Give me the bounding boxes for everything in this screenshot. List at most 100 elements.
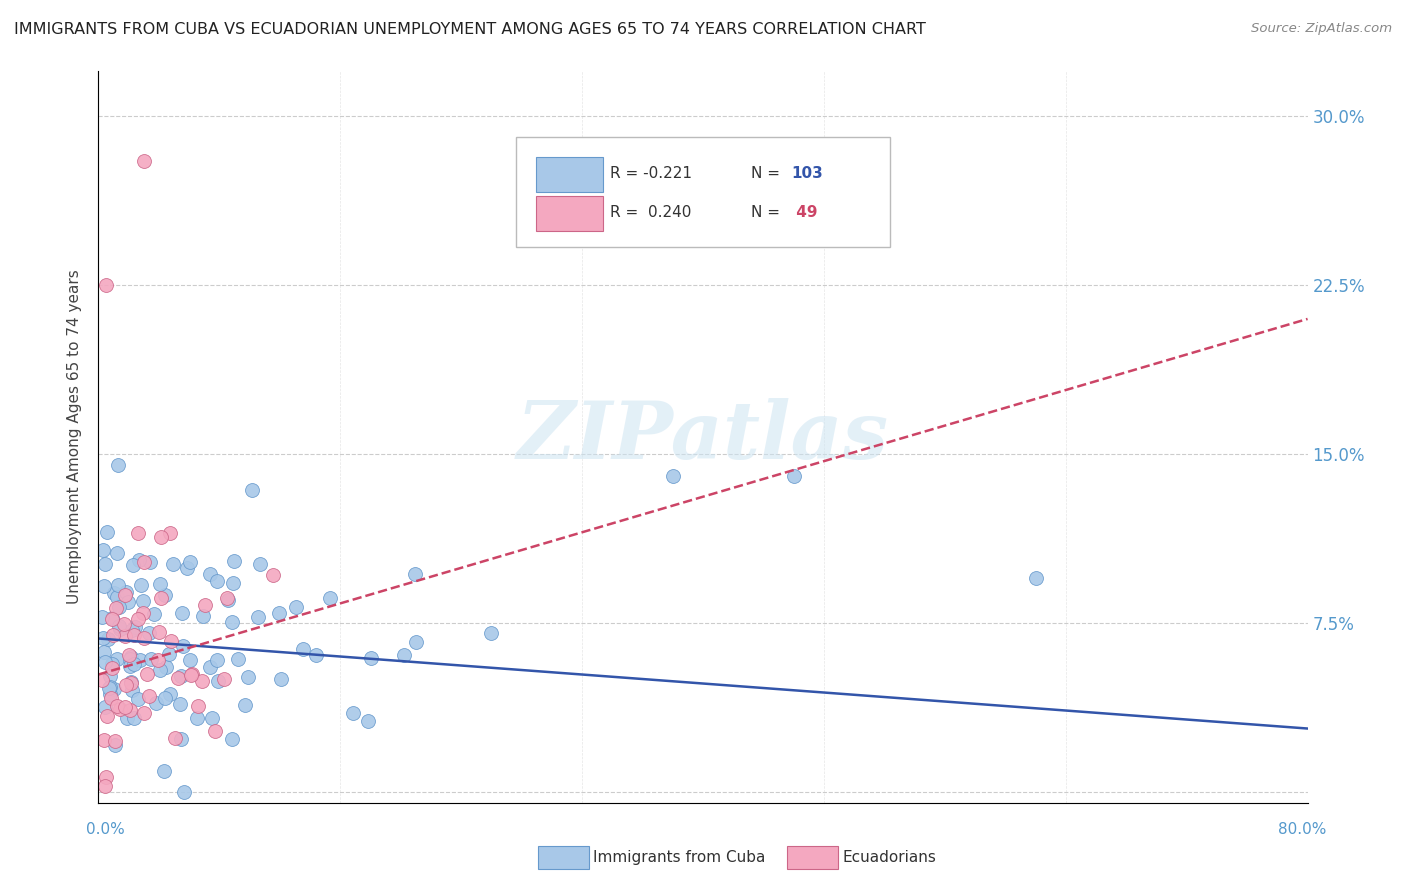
Point — [117, 594, 139, 608]
Point — [221, 615, 243, 629]
Point — [162, 557, 184, 571]
Point — [121, 682, 143, 697]
Point — [103, 682, 125, 697]
Point — [247, 609, 270, 624]
Point — [204, 724, 226, 739]
Point — [170, 669, 193, 683]
Point — [150, 591, 173, 605]
Point — [122, 711, 145, 725]
Point — [91, 543, 114, 558]
Point — [217, 592, 239, 607]
Point — [187, 698, 209, 713]
Point — [105, 652, 128, 666]
Point — [240, 483, 263, 497]
Point — [194, 598, 217, 612]
Y-axis label: Unemployment Among Ages 65 to 74 years: Unemployment Among Ages 65 to 74 years — [67, 269, 83, 605]
Point — [121, 558, 143, 572]
Point — [104, 601, 127, 615]
Point — [132, 607, 155, 621]
Point — [132, 594, 155, 608]
Point — [205, 653, 228, 667]
Point — [115, 711, 138, 725]
Point — [127, 525, 149, 540]
Point — [112, 617, 135, 632]
Point — [342, 706, 364, 720]
Point — [149, 663, 172, 677]
Point — [93, 699, 115, 714]
Point — [212, 672, 235, 686]
FancyBboxPatch shape — [516, 137, 890, 247]
Point — [155, 691, 177, 706]
Point — [134, 632, 156, 646]
Point — [134, 706, 156, 721]
Point — [124, 620, 146, 634]
FancyBboxPatch shape — [536, 195, 603, 231]
Point — [405, 635, 427, 649]
Point — [163, 731, 186, 745]
Point — [285, 599, 308, 614]
Point — [108, 701, 131, 715]
Point — [100, 661, 122, 675]
Point — [170, 731, 193, 746]
Point — [127, 612, 149, 626]
Point — [153, 588, 176, 602]
Point — [120, 650, 142, 665]
Point — [221, 575, 243, 590]
Text: N =: N = — [751, 205, 785, 220]
Point — [180, 666, 202, 681]
Point — [129, 578, 152, 592]
Point — [159, 525, 181, 540]
Point — [176, 561, 198, 575]
Point — [270, 672, 292, 686]
Point — [481, 625, 503, 640]
Point — [96, 708, 118, 723]
Point — [104, 733, 127, 747]
Point — [148, 624, 170, 639]
Point — [1024, 571, 1046, 585]
Point — [179, 653, 201, 667]
Point — [318, 591, 340, 605]
Point — [661, 469, 683, 483]
Point — [114, 699, 136, 714]
Point — [238, 670, 260, 684]
Point — [149, 577, 172, 591]
Point — [103, 586, 125, 600]
Point — [155, 659, 177, 673]
Point — [98, 680, 121, 694]
Point — [235, 698, 257, 713]
Point — [94, 655, 117, 669]
Point — [114, 630, 136, 644]
Point — [179, 555, 201, 569]
Point — [118, 658, 141, 673]
Point — [145, 696, 167, 710]
Point — [305, 648, 328, 663]
Text: IMMIGRANTS FROM CUBA VS ECUADORIAN UNEMPLOYMENT AMONG AGES 65 TO 74 YEARS CORREL: IMMIGRANTS FROM CUBA VS ECUADORIAN UNEMP… — [14, 22, 927, 37]
Point — [392, 648, 415, 662]
Point — [115, 678, 138, 692]
Point — [100, 612, 122, 626]
Point — [159, 687, 181, 701]
Point — [128, 653, 150, 667]
Point — [101, 611, 124, 625]
Point — [153, 764, 176, 778]
Point — [205, 574, 228, 589]
Point — [124, 628, 146, 642]
Text: 0.0%: 0.0% — [86, 822, 125, 837]
Point — [138, 690, 160, 704]
Text: ZIPatlas: ZIPatlas — [517, 399, 889, 475]
Point — [120, 675, 142, 690]
Point — [201, 711, 224, 725]
Point — [142, 607, 165, 621]
Point — [118, 652, 141, 666]
Point — [191, 674, 214, 689]
Point — [198, 660, 221, 674]
Point — [90, 610, 112, 624]
Point — [93, 578, 115, 592]
Point — [105, 591, 128, 605]
Point — [105, 698, 128, 713]
Point — [132, 154, 155, 169]
Point — [114, 585, 136, 599]
Point — [783, 469, 806, 483]
Point — [97, 632, 120, 646]
Point — [172, 639, 194, 653]
